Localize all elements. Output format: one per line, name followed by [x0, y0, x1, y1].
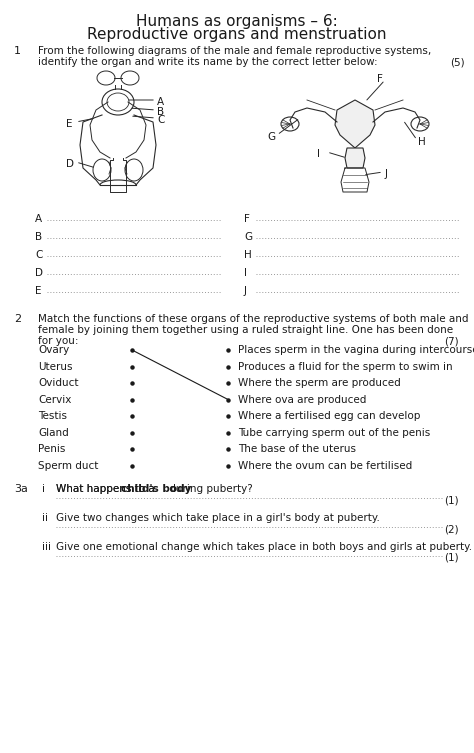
Text: Tube carrying sperm out of the penis: Tube carrying sperm out of the penis — [238, 428, 430, 437]
Text: C: C — [35, 250, 42, 260]
Text: The base of the uterus: The base of the uterus — [238, 444, 356, 454]
Text: H: H — [244, 250, 252, 260]
Text: G: G — [267, 132, 275, 142]
Text: Uterus: Uterus — [38, 361, 73, 371]
Text: A: A — [35, 214, 42, 224]
Text: E: E — [66, 119, 73, 129]
Text: F: F — [244, 214, 250, 224]
Text: J: J — [244, 286, 247, 296]
Text: 3a: 3a — [14, 484, 28, 494]
Text: i: i — [42, 484, 45, 494]
Text: B: B — [35, 232, 42, 242]
Text: What happens to a child's body during puberty?: What happens to a child's body during pu… — [56, 484, 307, 494]
Text: (1): (1) — [444, 495, 459, 505]
Text: Reproductive organs and menstruation: Reproductive organs and menstruation — [87, 27, 387, 42]
Text: Ovary: Ovary — [38, 345, 69, 355]
Text: Cervix: Cervix — [38, 395, 72, 404]
Text: Testis: Testis — [38, 411, 67, 421]
Text: B: B — [157, 107, 164, 117]
Text: J: J — [385, 169, 388, 179]
Text: What happens to a: What happens to a — [56, 484, 158, 494]
Text: I: I — [317, 149, 320, 159]
Text: identify the organ and write its name by the correct letter below:: identify the organ and write its name by… — [38, 57, 378, 67]
Polygon shape — [345, 148, 365, 168]
Text: Where ova are produced: Where ova are produced — [238, 395, 366, 404]
Text: F: F — [377, 74, 383, 84]
Text: iii: iii — [42, 542, 51, 552]
Text: E: E — [35, 286, 42, 296]
Text: Where the ovum can be fertilised: Where the ovum can be fertilised — [238, 461, 412, 471]
Text: during puberty?: during puberty? — [166, 484, 253, 494]
Text: D: D — [66, 159, 74, 169]
Text: (2): (2) — [444, 524, 459, 534]
Text: I: I — [244, 268, 247, 278]
Text: Give two changes which take place in a girl's body at puberty.: Give two changes which take place in a g… — [56, 513, 380, 523]
Text: Places sperm in the vagina during intercourse: Places sperm in the vagina during interc… — [238, 345, 474, 355]
Text: Match the functions of these organs of the reproductive systems of both male and: Match the functions of these organs of t… — [38, 314, 468, 324]
Text: A: A — [157, 97, 164, 107]
Text: Sperm duct: Sperm duct — [38, 461, 99, 471]
Text: H: H — [418, 137, 426, 147]
Text: 2: 2 — [14, 314, 21, 324]
Polygon shape — [335, 100, 375, 148]
Text: What happens to a: What happens to a — [56, 484, 158, 494]
Text: (7): (7) — [444, 336, 459, 346]
Text: Produces a fluid for the sperm to swim in: Produces a fluid for the sperm to swim i… — [238, 361, 453, 371]
Text: (5): (5) — [450, 57, 465, 67]
Text: for you:: for you: — [38, 336, 79, 346]
Text: Where a fertilised egg can develop: Where a fertilised egg can develop — [238, 411, 420, 421]
Text: child's body: child's body — [121, 484, 191, 494]
Text: Where the sperm are produced: Where the sperm are produced — [238, 378, 401, 388]
Text: G: G — [244, 232, 252, 242]
Text: Gland: Gland — [38, 428, 69, 437]
Text: From the following diagrams of the male and female reproductive systems,: From the following diagrams of the male … — [38, 46, 431, 56]
Text: ii: ii — [42, 513, 48, 523]
Text: D: D — [35, 268, 43, 278]
Text: female by joining them together using a ruled straight line. One has been done: female by joining them together using a … — [38, 325, 453, 335]
Text: (1): (1) — [444, 553, 459, 563]
Text: Penis: Penis — [38, 444, 65, 454]
Text: Humans as organisms – 6:: Humans as organisms – 6: — [136, 14, 338, 29]
Text: 1: 1 — [14, 46, 21, 56]
Text: Oviduct: Oviduct — [38, 378, 79, 388]
Text: Give one emotional change which takes place in both boys and girls at puberty.: Give one emotional change which takes pl… — [56, 542, 472, 552]
Text: C: C — [157, 115, 164, 125]
